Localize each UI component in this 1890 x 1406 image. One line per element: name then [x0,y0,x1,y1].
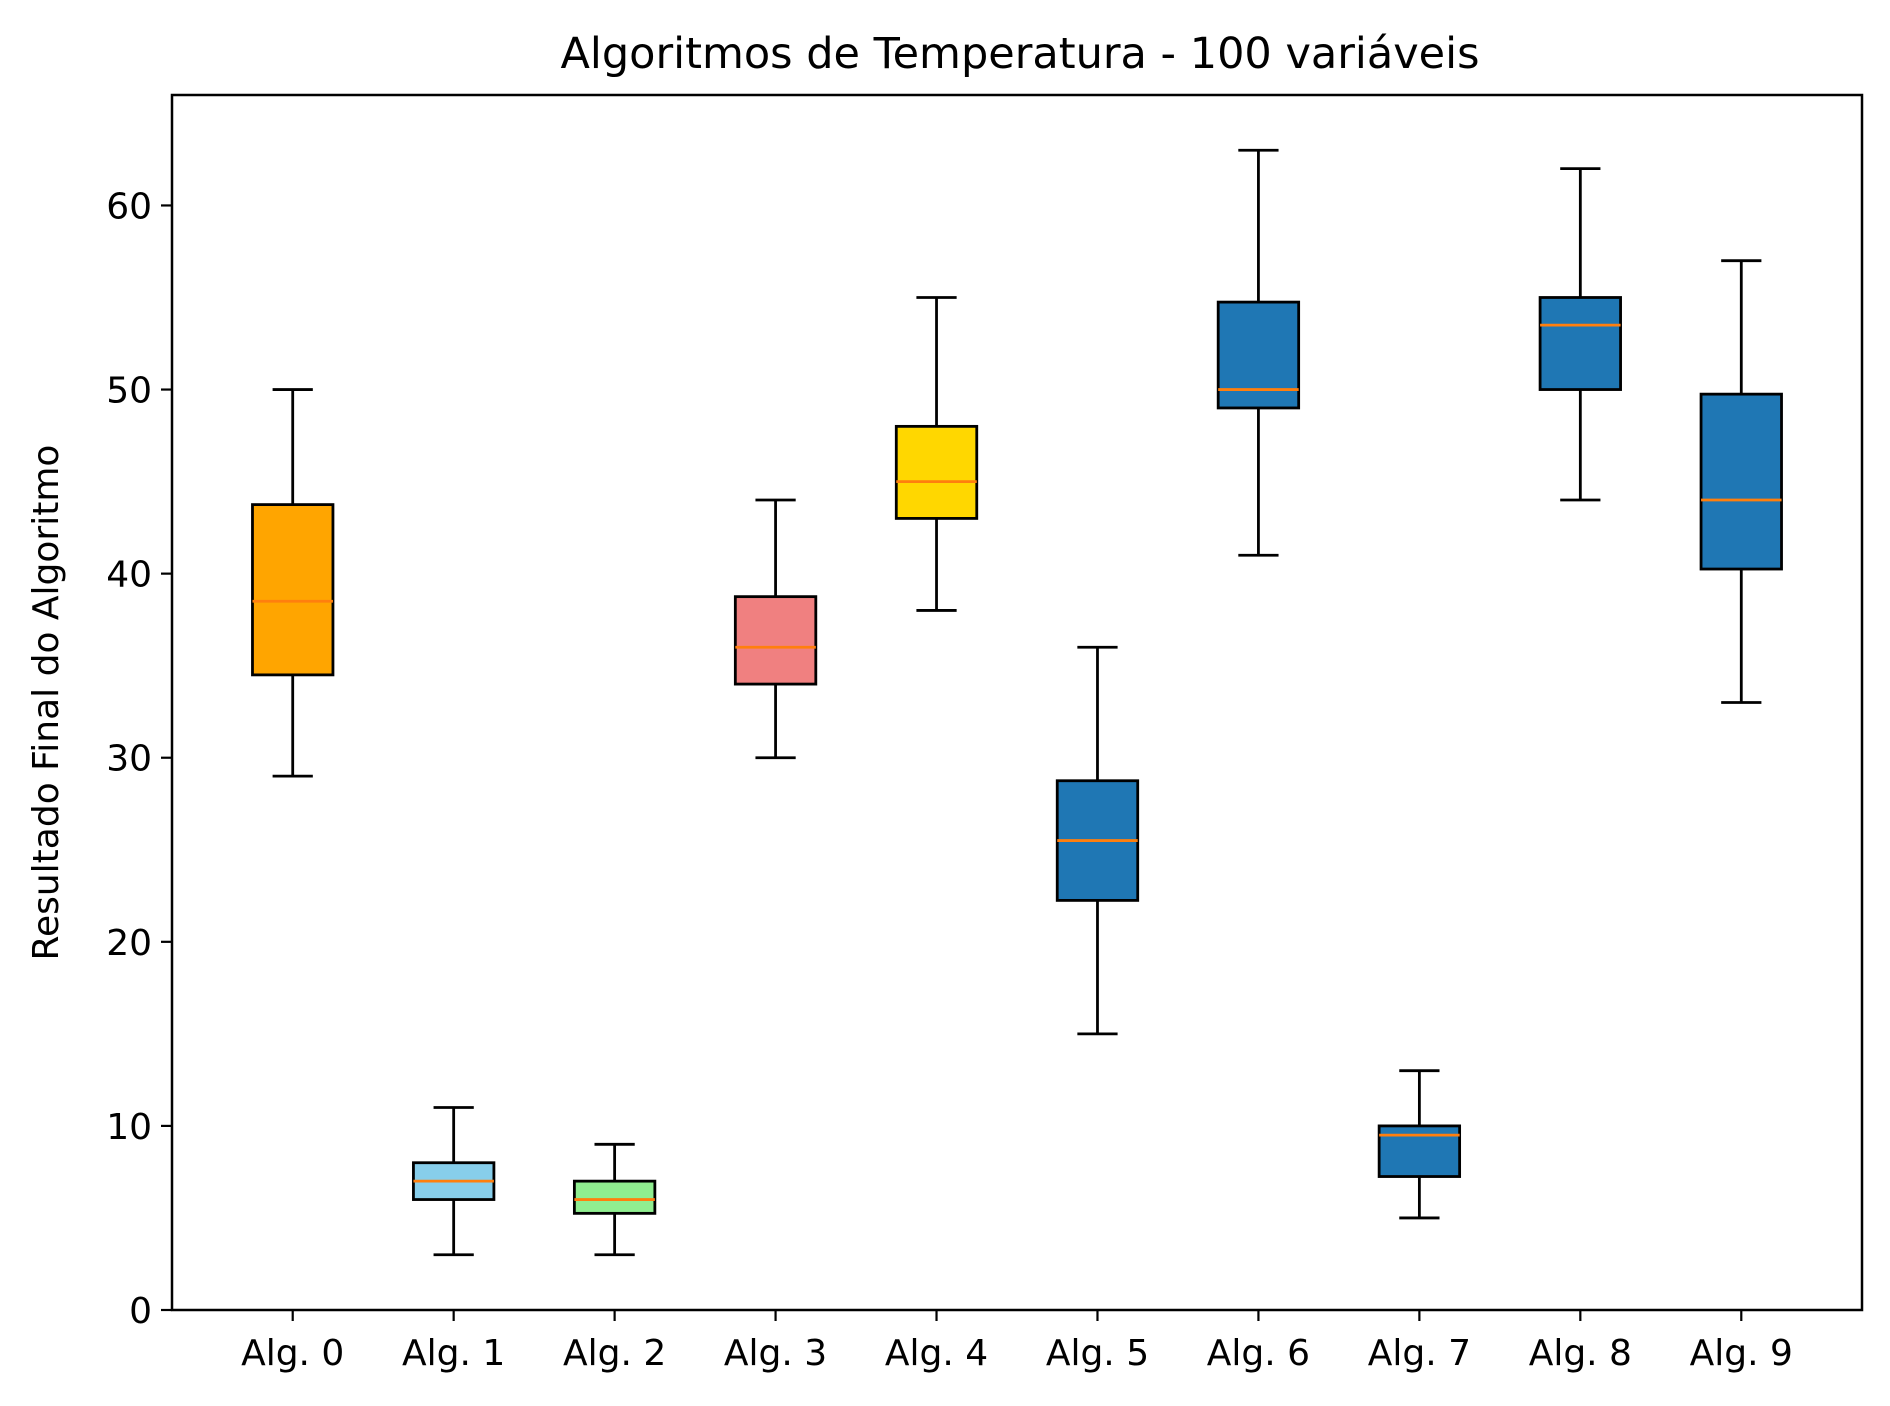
y-tick-label: 10 [106,1107,152,1148]
x-tick-label: Alg. 9 [1690,1333,1793,1374]
box-body [1538,296,1622,391]
box-body [1216,300,1301,410]
box-body [572,1179,657,1215]
x-tick-label: Alg. 3 [724,1333,827,1374]
y-axis-label: Resultado Final do Algoritmo [26,445,67,961]
x-tick-label: Alg. 7 [1368,1333,1471,1374]
x-tick-label: Alg. 4 [885,1333,988,1374]
x-tick-label: Alg. 2 [563,1333,666,1374]
x-tick-label: Alg. 5 [1046,1333,1149,1374]
box-5 [1055,645,1140,1036]
box-1 [412,1106,496,1257]
box-body [733,595,818,686]
box-2 [572,1142,657,1257]
y-ticks-layer: 0 10 20 30 40 50 60 [106,186,172,1332]
y-tick-label: 60 [106,186,152,227]
box-body [251,503,335,677]
x-ticks-layer: Alg. 0 Alg. 1 Alg. 2 Alg. 3 Alg. 4 Alg. 5 Alg.… [241,1310,1793,1374]
boxes-layer [251,148,1783,1257]
box-8 [1538,167,1622,502]
x-tick-label: Alg. 0 [241,1333,344,1374]
box-0 [251,388,335,778]
box-6 [1216,148,1301,557]
y-tick-label: 0 [129,1291,152,1332]
x-tick-label: Alg. 8 [1529,1333,1632,1374]
y-tick-label: 40 [106,555,152,596]
y-tick-label: 30 [106,739,152,780]
box-body [1377,1124,1462,1178]
box-4 [894,296,979,612]
x-tick-label: Alg. 6 [1207,1333,1310,1374]
x-tick-label: Alg. 1 [402,1333,505,1374]
y-tick-label: 50 [106,371,152,412]
box-9 [1699,259,1783,704]
box-7 [1377,1069,1462,1220]
box-3 [733,498,818,760]
y-tick-label: 20 [106,923,152,964]
box-body [894,424,979,520]
chart-title: Algoritmos de Temperatura - 100 variávei… [561,29,1480,79]
box-body [1699,392,1783,571]
plot-frame [170,93,1864,1312]
